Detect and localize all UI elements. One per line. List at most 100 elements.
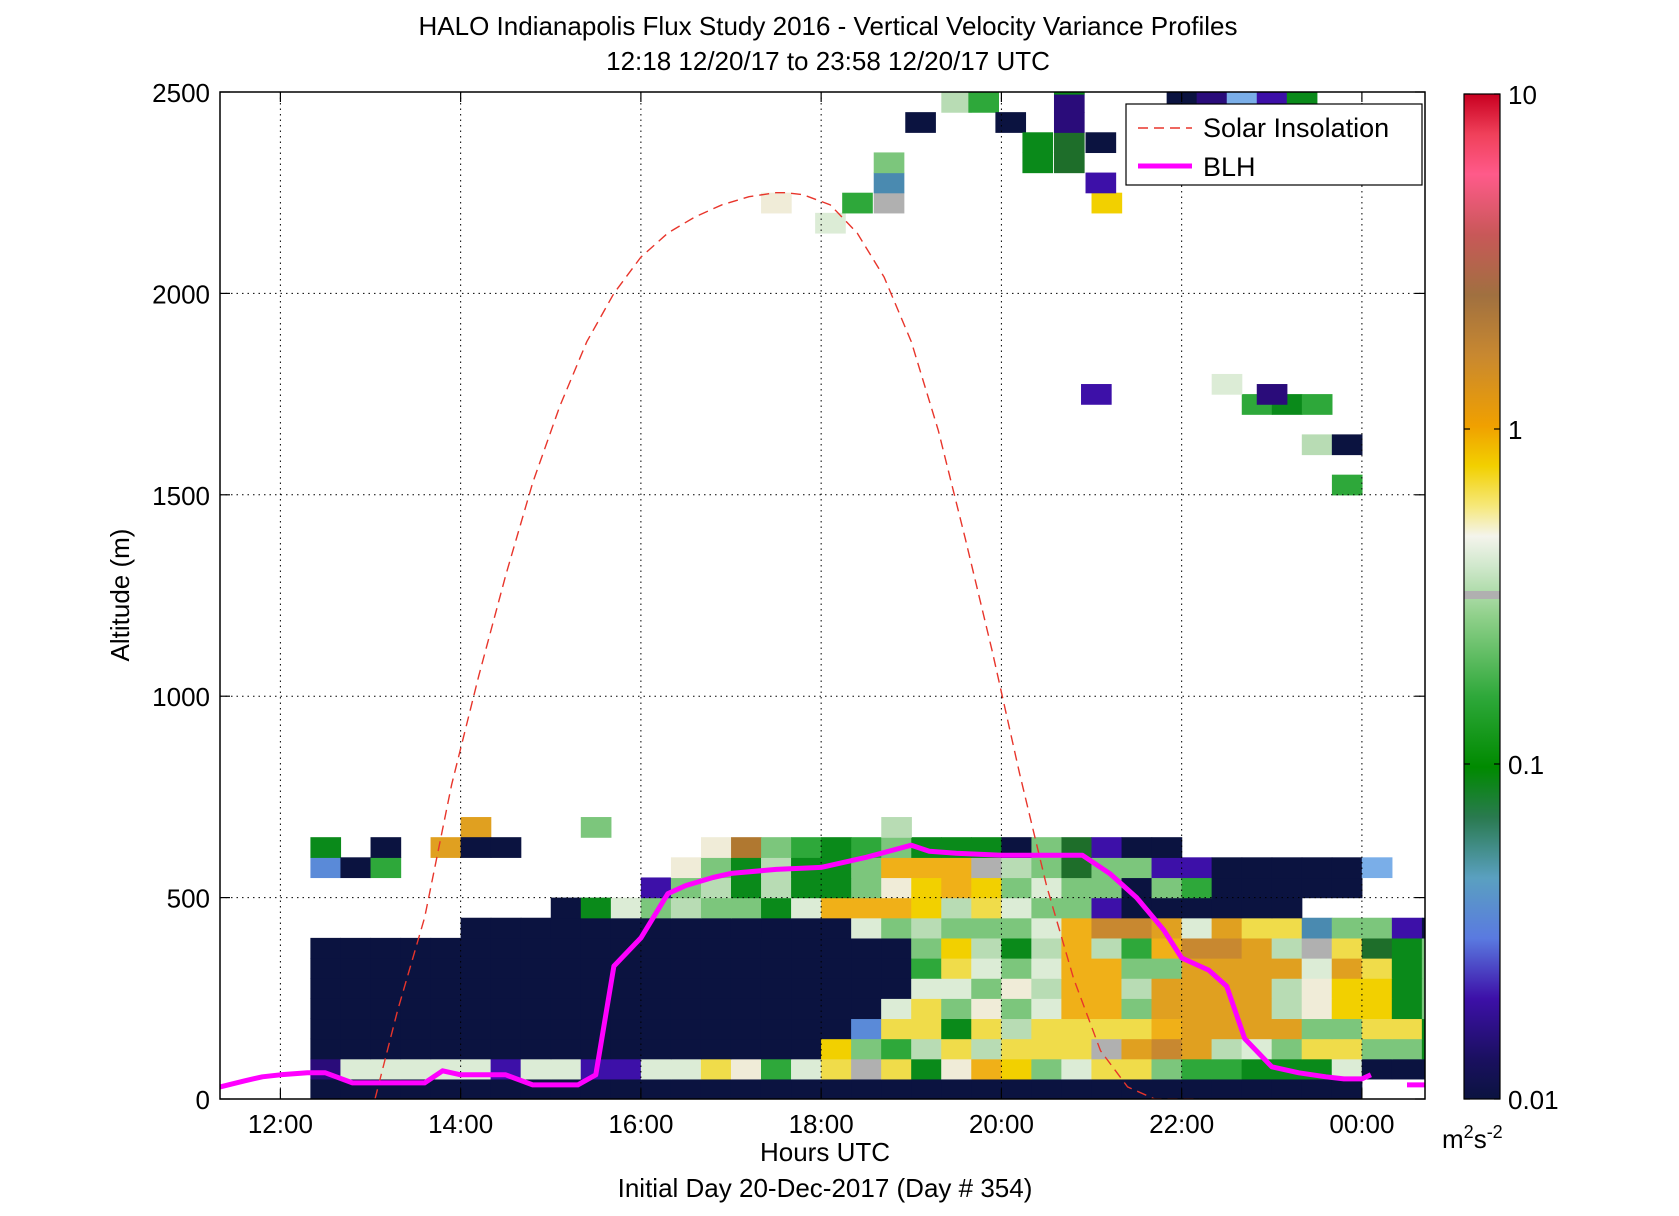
heatmap-cell bbox=[1662, 1018, 1679, 1039]
heatmap-cell bbox=[1331, 978, 1363, 999]
heatmap-cell bbox=[1061, 1038, 1093, 1060]
heatmap-cell bbox=[1271, 917, 1303, 939]
heatmap-cell bbox=[971, 897, 1002, 919]
heatmap-cell bbox=[670, 958, 702, 979]
heatmap-cell bbox=[1301, 998, 1333, 1020]
heatmap-cell bbox=[791, 1058, 822, 1080]
heatmap-cell bbox=[370, 837, 402, 858]
colorbar-tick-label: 0.1 bbox=[1508, 750, 1544, 780]
colorbar: 0.01 0.1 1 10 m2s-2 bbox=[1442, 80, 1559, 1154]
heatmap-cell bbox=[971, 877, 1002, 899]
heatmap-cell bbox=[490, 958, 522, 979]
heatmap-cell bbox=[1001, 837, 1033, 858]
heatmap-cell bbox=[760, 1078, 792, 1099]
heatmap-cell bbox=[791, 877, 822, 899]
heatmap-cell bbox=[911, 917, 942, 939]
heatmap-cell bbox=[1361, 917, 1393, 939]
heatmap-cell bbox=[1091, 877, 1123, 899]
heatmap-cell bbox=[1061, 1058, 1093, 1080]
heatmap-cell bbox=[1211, 373, 1243, 395]
heatmap-cell bbox=[1211, 1038, 1243, 1060]
heatmap-cell bbox=[610, 998, 642, 1020]
heatmap-cell bbox=[1602, 978, 1633, 999]
heatmap-cell bbox=[1421, 978, 1425, 999]
heatmap-cell bbox=[460, 1038, 492, 1060]
heatmap-cell bbox=[1151, 1078, 1183, 1099]
heatmap-cell bbox=[400, 958, 432, 979]
heatmap-cell bbox=[370, 978, 402, 999]
heatmap-cell bbox=[1391, 978, 1423, 999]
heatmap-cell bbox=[1091, 897, 1123, 919]
heatmap-cell bbox=[610, 897, 642, 919]
heatmap-cell bbox=[911, 877, 942, 899]
heatmap-cell bbox=[761, 877, 792, 899]
heatmap-cell bbox=[1542, 918, 1573, 939]
heatmap-cell bbox=[1331, 434, 1363, 456]
heatmap-cell bbox=[1181, 857, 1213, 879]
heatmap-cell bbox=[340, 1058, 372, 1080]
heatmap-cell bbox=[550, 978, 582, 999]
heatmap-cell bbox=[550, 897, 582, 919]
heatmap-cell bbox=[941, 1078, 972, 1099]
heatmap-cell bbox=[1301, 958, 1333, 979]
heatmap-cell bbox=[490, 998, 522, 1020]
heatmap-cell bbox=[730, 1058, 762, 1080]
x-tick-label: 12:00 bbox=[248, 1109, 313, 1139]
heatmap-cell bbox=[1331, 917, 1363, 939]
heatmap-cell bbox=[1361, 978, 1393, 999]
heatmap-cell bbox=[881, 978, 912, 999]
heatmap-cell bbox=[490, 1078, 522, 1099]
heatmap-cell bbox=[700, 958, 732, 979]
heatmap-cell bbox=[1031, 897, 1063, 919]
heatmap-cell bbox=[1331, 958, 1363, 979]
heatmap-cell bbox=[821, 917, 852, 939]
heatmap-cell bbox=[670, 1018, 702, 1040]
heatmap-cell bbox=[1211, 937, 1243, 959]
heatmap-cell bbox=[821, 1038, 852, 1060]
heatmap-cell bbox=[550, 1018, 582, 1040]
heatmap-cell bbox=[1361, 1038, 1393, 1060]
heatmap-cell bbox=[730, 937, 762, 959]
heatmap-cell bbox=[1241, 857, 1273, 879]
heatmap-cell bbox=[1572, 1039, 1603, 1060]
heatmap-cell bbox=[1241, 1058, 1273, 1080]
heatmap-cell bbox=[911, 978, 942, 999]
heatmap-cell bbox=[1572, 958, 1603, 979]
heatmap-cell bbox=[1211, 1018, 1243, 1040]
heatmap-cell bbox=[1085, 172, 1117, 194]
colorbar-tick-label: 10 bbox=[1508, 80, 1537, 110]
heatmap-cell bbox=[971, 998, 1002, 1020]
heatmap-cell bbox=[1542, 998, 1573, 1019]
heatmap-cell bbox=[1181, 937, 1213, 959]
heatmap-cell bbox=[670, 897, 702, 919]
heatmap-cell bbox=[400, 1018, 432, 1040]
heatmap-cell bbox=[1091, 1038, 1123, 1060]
heatmap-cell bbox=[1542, 958, 1573, 979]
heatmap-cell bbox=[1053, 112, 1085, 133]
heatmap-cell bbox=[1211, 857, 1243, 879]
heatmap-cell bbox=[881, 857, 912, 879]
heatmap-cell bbox=[968, 92, 999, 113]
heatmap-cell bbox=[610, 917, 642, 939]
heatmap-cell bbox=[340, 1018, 372, 1040]
heatmap-cell bbox=[580, 1078, 612, 1099]
heatmap-cell bbox=[340, 857, 372, 879]
heatmap-cell bbox=[821, 958, 852, 979]
heatmap-cell bbox=[1091, 998, 1123, 1020]
heatmap-cell bbox=[760, 1058, 792, 1080]
heatmap-cell bbox=[1121, 1058, 1153, 1080]
heatmap-cell bbox=[1331, 474, 1363, 496]
heatmap-cell bbox=[670, 1038, 702, 1060]
heatmap-cell bbox=[971, 978, 1002, 999]
heatmap-cell bbox=[1286, 92, 1318, 107]
heatmap-cell bbox=[1271, 1078, 1303, 1099]
plot-frame bbox=[219, 91, 1426, 1100]
heatmap-cell bbox=[340, 937, 372, 959]
heatmap-cell bbox=[1241, 937, 1273, 959]
heatmap-cell bbox=[1151, 1018, 1183, 1040]
heatmap-cell bbox=[610, 1078, 642, 1099]
heatmap-cell bbox=[791, 937, 822, 959]
heatmap-cell bbox=[640, 877, 672, 899]
heatmap-cell bbox=[1151, 978, 1183, 999]
heatmap-cell bbox=[911, 1038, 942, 1060]
